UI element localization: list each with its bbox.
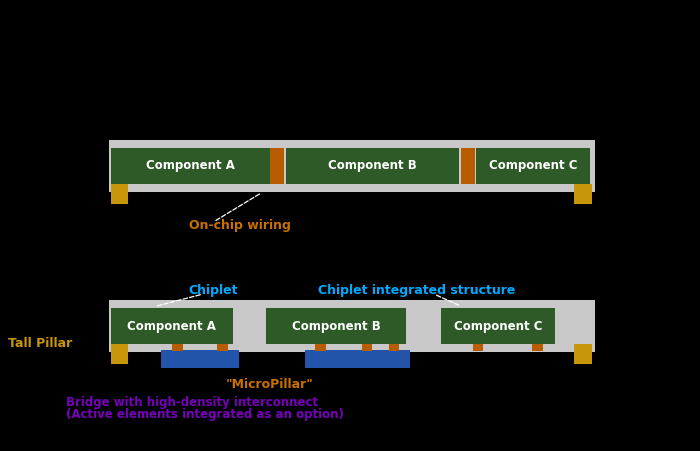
Text: Component B: Component B (328, 160, 416, 172)
Text: Component C: Component C (489, 160, 578, 172)
Bar (108, 140, 595, 192)
Bar (111, 148, 270, 184)
Bar (111, 344, 128, 364)
Bar (362, 344, 372, 351)
Bar (266, 308, 406, 344)
Bar (473, 344, 483, 351)
Text: Bridge with high-density interconnect: Bridge with high-density interconnect (66, 396, 318, 409)
Bar (304, 350, 410, 368)
Text: Chiplet integrated structure: Chiplet integrated structure (318, 285, 515, 297)
Bar (532, 344, 542, 351)
Bar (574, 344, 592, 364)
Bar (461, 148, 475, 184)
Text: Component B: Component B (292, 320, 380, 332)
Text: (Active elements integrated as an option): (Active elements integrated as an option… (66, 409, 344, 421)
Bar (574, 184, 592, 204)
Bar (217, 344, 228, 351)
Bar (111, 308, 233, 344)
Text: "MicroPillar": "MicroPillar" (225, 378, 314, 391)
Text: Chiplet: Chiplet (189, 285, 238, 297)
Bar (286, 148, 458, 184)
Bar (476, 148, 590, 184)
Text: Component C: Component C (454, 320, 542, 332)
Text: Component A: Component A (146, 160, 234, 172)
Bar (108, 300, 595, 352)
Text: Component A: Component A (127, 320, 216, 332)
Text: Tall Pillar: Tall Pillar (8, 337, 73, 350)
Bar (441, 308, 555, 344)
Bar (270, 148, 284, 184)
Bar (315, 344, 326, 351)
Text: On-chip wiring: On-chip wiring (189, 219, 291, 232)
Bar (389, 344, 399, 351)
Bar (111, 184, 128, 204)
Bar (161, 350, 239, 368)
Bar (172, 344, 183, 351)
